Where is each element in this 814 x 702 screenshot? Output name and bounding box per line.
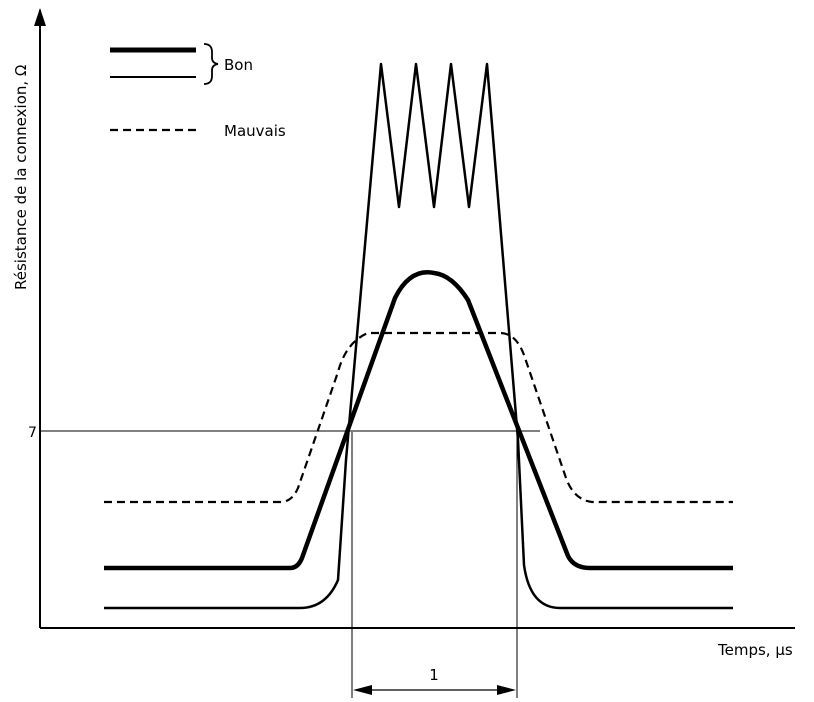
y-axis-arrow (34, 8, 46, 26)
y-axis-label: Résistance de la connexion, Ω (12, 65, 30, 290)
interval-arrow-left (353, 685, 372, 695)
series-mauvais-line (104, 331, 733, 504)
legend-brace (203, 43, 219, 85)
legend: Bon Mauvais (110, 43, 286, 140)
reference-tick-label: 7 (28, 425, 37, 441)
legend-label-mauvais: Mauvais (224, 122, 286, 140)
legend-label-bon: Bon (224, 56, 253, 74)
series-bon-thick-line (104, 270, 733, 571)
series-bon-thin-line (104, 62, 733, 610)
x-axis-label: Temps, µs (717, 641, 793, 659)
interval-label: 1 (429, 666, 439, 684)
interval-arrow-right (497, 685, 516, 695)
